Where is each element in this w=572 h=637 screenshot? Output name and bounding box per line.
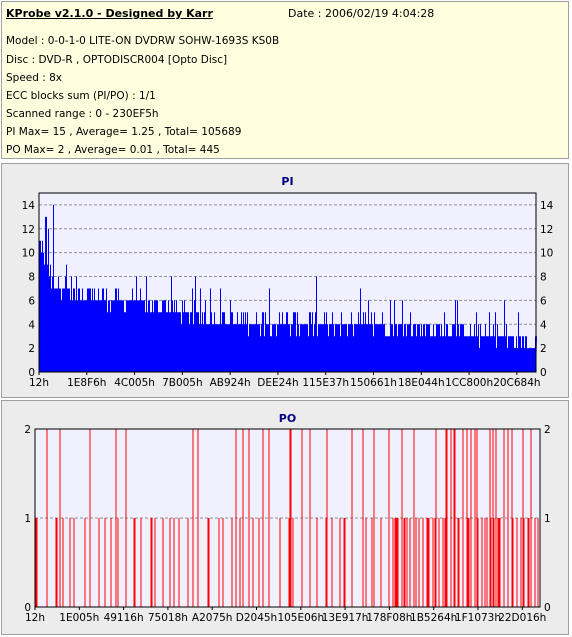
plot-frame: [38, 192, 537, 373]
plot-frame: [34, 428, 541, 608]
y-tick-right: 2: [540, 343, 547, 355]
y-tick-right: 0: [540, 367, 547, 379]
x-tick-label: 12h: [29, 377, 49, 389]
y-tick-left: 1: [24, 513, 31, 525]
pi-chart-panel: PI 0 0 2 2 4 4 6 6 8 8 10 10 12 12 14 14 12h 1E8F6h 4C005h 7…: [1, 163, 569, 398]
x-tick-label: 12h: [25, 612, 45, 624]
x-tick-label: 178F08h: [366, 612, 412, 624]
po-chart-panel: PO 0 0 1 1 2 2 12h 1E005h 49116h 75018h A2075h D2045…: [1, 400, 569, 635]
range-line: Scanned range : 0 - 230EF5h: [6, 108, 159, 120]
y-tick-left: 6: [28, 295, 35, 307]
y-tick-left: 0: [24, 602, 31, 614]
y-tick-left: 10: [22, 248, 35, 260]
po-stats-line: PO Max= 2 , Average= 0.01 , Total= 445: [6, 144, 220, 156]
scan-date: Date : 2006/02/19 4:04:28: [288, 7, 435, 20]
info-panel: KProbe v2.1.0 - Designed by Karr Date : …: [1, 1, 569, 159]
x-tick-label: 1E8F6h: [67, 377, 106, 389]
model-line: Model : 0-0-1-0 LITE-ON DVDRW SOHW-1693S…: [6, 35, 280, 47]
y-tick-left: 0: [28, 367, 35, 379]
x-tick-label: 1B5264h: [410, 612, 457, 624]
y-tick-left: 8: [28, 272, 35, 284]
x-tick-label: 18E044h: [398, 377, 445, 389]
x-tick-label: 49116h: [104, 612, 144, 624]
pi-series-area: [39, 204, 537, 372]
pi-stats-line: PI Max= 15 , Average= 1.25 , Total= 1056…: [6, 126, 242, 138]
y-tick-right: 2: [544, 424, 551, 436]
x-tick-label: 1E005h: [59, 612, 99, 624]
y-tick-right: 8: [540, 272, 547, 284]
pi-chart: PI 0 0 2 2 4 4 6 6 8 8 10 10 12 12 14 14 12h 1E8F6h 4C005h 7…: [22, 175, 554, 389]
x-tick-label: 105E06h: [277, 612, 324, 624]
app-title: KProbe v2.1.0 - Designed by Karr: [6, 7, 213, 20]
y-tick-right: 14: [540, 200, 554, 212]
ecc-line: ECC blocks sum (PI/PO) : 1/1: [6, 90, 156, 102]
speed-line: Speed : 8x: [6, 72, 63, 84]
x-tick-label: 4C005h: [114, 377, 155, 389]
y-tick-right: 6: [540, 295, 547, 307]
x-tick-label: 75018h: [148, 612, 188, 624]
y-tick-right: 4: [540, 319, 547, 331]
x-tick-label: A2075h: [192, 612, 233, 624]
y-tick-right: 10: [540, 248, 553, 260]
disc-line: Disc : DVD-R , OPTODISCR004 [Opto Disc]: [6, 54, 228, 66]
x-tick-label: 1CC800h: [445, 377, 493, 389]
x-tick-label: 1F1073h: [455, 612, 501, 624]
chart-title: PI: [281, 175, 293, 188]
y-tick-left: 2: [24, 424, 31, 436]
x-tick-label: 22D016h: [498, 612, 546, 624]
y-tick-left: 4: [28, 319, 35, 331]
x-tick-label: DEE24h: [257, 377, 298, 389]
x-tick-label: 7B005h: [162, 377, 203, 389]
x-tick-label: 20C684h: [493, 377, 540, 389]
chart-title: PO: [279, 412, 296, 425]
y-tick-right: 0: [544, 602, 551, 614]
y-tick-right: 12: [540, 224, 553, 236]
x-tick-label: AB924h: [210, 377, 251, 389]
x-tick-label: 150661h: [350, 377, 397, 389]
y-tick-left: 14: [22, 200, 36, 212]
x-tick-label: D2045h: [236, 612, 277, 624]
x-tick-label: 115E37h: [302, 377, 349, 389]
y-tick-left: 2: [28, 343, 35, 355]
y-tick-right: 1: [544, 513, 551, 525]
y-tick-left: 12: [22, 224, 35, 236]
po-chart: PO 0 0 1 1 2 2 12h 1E005h 49116h 75018h A2075h D2045…: [24, 412, 551, 624]
x-tick-label: 13E917h: [322, 612, 369, 624]
